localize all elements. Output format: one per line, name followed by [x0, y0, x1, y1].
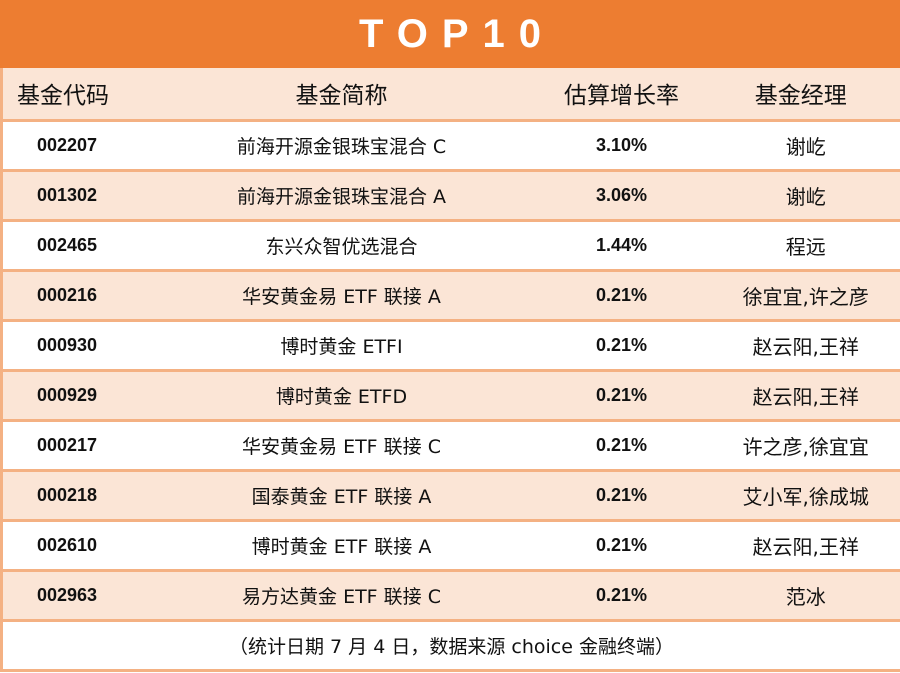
- fund-manager: 谢屹: [701, 170, 900, 222]
- header-est-growth: 估算增长率: [541, 68, 702, 122]
- fund-manager: 谢屹: [701, 120, 900, 172]
- table-row: 001302 前海开源金银珠宝混合 A 3.06% 谢屹: [1, 170, 900, 222]
- fund-name: 华安黄金易 ETF 联接 A: [141, 270, 542, 322]
- fund-code: 000217: [1, 420, 142, 472]
- fund-manager: 艾小军,徐成城: [701, 470, 900, 522]
- header-fund-code: 基金代码: [1, 68, 142, 122]
- header-fund-name: 基金简称: [141, 68, 542, 122]
- est-growth: 3.10%: [541, 120, 702, 172]
- fund-manager: 赵云阳,王祥: [701, 370, 900, 422]
- table-footer-row: （统计日期 7 月 4 日，数据来源 choice 金融终端）: [1, 620, 900, 672]
- fund-name: 前海开源金银珠宝混合 C: [141, 120, 542, 172]
- fund-code: 002610: [1, 520, 142, 572]
- est-growth: 0.21%: [541, 270, 702, 322]
- table-row: 000930 博时黄金 ETFI 0.21% 赵云阳,王祥: [1, 320, 900, 372]
- fund-name: 国泰黄金 ETF 联接 A: [141, 470, 542, 522]
- fund-manager: 程远: [701, 220, 900, 272]
- fund-name: 华安黄金易 ETF 联接 C: [141, 420, 542, 472]
- fund-code: 002465: [1, 220, 142, 272]
- fund-name: 博时黄金 ETF 联接 A: [141, 520, 542, 572]
- fund-manager: 许之彦,徐宜宜: [701, 420, 900, 472]
- fund-name: 博时黄金 ETFI: [141, 320, 542, 372]
- fund-table: 基金代码 基金简称 估算增长率 基金经理 002207 前海开源金银珠宝混合 C…: [0, 68, 900, 672]
- fund-name: 东兴众智优选混合: [141, 220, 542, 272]
- fund-code: 002963: [1, 570, 142, 622]
- fund-code: 002207: [1, 120, 142, 172]
- est-growth: 0.21%: [541, 320, 702, 372]
- est-growth: 3.06%: [541, 170, 702, 222]
- table-row: 000218 国泰黄金 ETF 联接 A 0.21% 艾小军,徐成城: [1, 470, 900, 522]
- table-row: 002610 博时黄金 ETF 联接 A 0.21% 赵云阳,王祥: [1, 520, 900, 572]
- source-note: （统计日期 7 月 4 日，数据来源 choice 金融终端）: [1, 620, 900, 672]
- fund-code: 000930: [1, 320, 142, 372]
- table-row: 002963 易方达黄金 ETF 联接 C 0.21% 范冰: [1, 570, 900, 622]
- fund-code: 001302: [1, 170, 142, 222]
- fund-manager: 赵云阳,王祥: [701, 520, 900, 572]
- est-growth: 0.21%: [541, 420, 702, 472]
- table-row: 000216 华安黄金易 ETF 联接 A 0.21% 徐宜宜,许之彦: [1, 270, 900, 322]
- est-growth: 0.21%: [541, 520, 702, 572]
- table-header-row: 基金代码 基金简称 估算增长率 基金经理: [1, 68, 900, 122]
- est-growth: 0.21%: [541, 370, 702, 422]
- fund-manager: 赵云阳,王祥: [701, 320, 900, 372]
- table-row: 002465 东兴众智优选混合 1.44% 程远: [1, 220, 900, 272]
- fund-manager: 徐宜宜,许之彦: [701, 270, 900, 322]
- est-growth: 0.21%: [541, 570, 702, 622]
- fund-code: 000929: [1, 370, 142, 422]
- table-row: 002207 前海开源金银珠宝混合 C 3.10% 谢屹: [1, 120, 900, 172]
- est-growth: 1.44%: [541, 220, 702, 272]
- fund-name: 前海开源金银珠宝混合 A: [141, 170, 542, 222]
- header-fund-manager: 基金经理: [701, 68, 900, 122]
- est-growth: 0.21%: [541, 470, 702, 522]
- table-row: 000929 博时黄金 ETFD 0.21% 赵云阳,王祥: [1, 370, 900, 422]
- fund-code: 000218: [1, 470, 142, 522]
- fund-code: 000216: [1, 270, 142, 322]
- fund-name: 博时黄金 ETFD: [141, 370, 542, 422]
- fund-manager: 范冰: [701, 570, 900, 622]
- table-row: 000217 华安黄金易 ETF 联接 C 0.21% 许之彦,徐宜宜: [1, 420, 900, 472]
- page-title: TOP10: [0, 0, 900, 68]
- fund-name: 易方达黄金 ETF 联接 C: [141, 570, 542, 622]
